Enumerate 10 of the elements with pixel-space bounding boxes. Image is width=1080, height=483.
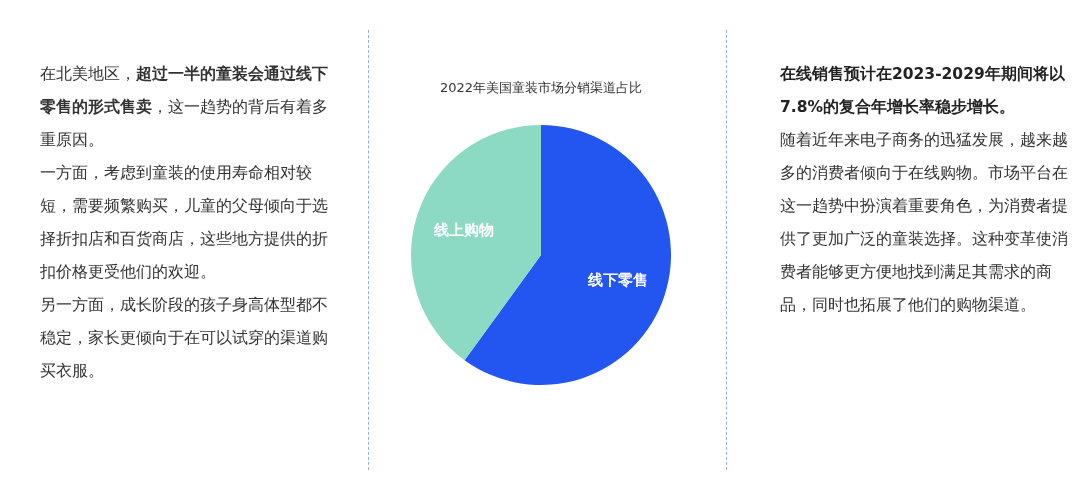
chart-title: 2022年美国童装市场分销渠道占比 — [439, 80, 643, 95]
text: 在线销售预计在2023-2029年期间将以7.8%的复合年增长率稳步增长。 — [780, 64, 1066, 118]
text: 另一方面，成长阶段的孩子身高体型都不稳定，家长更倾向于在可以试穿的渠道购买衣服。 — [40, 295, 329, 382]
text: 在北美地区，超过一半的童装会通过线下零售的形式售卖，这一趋势的背后有着多重原因。 — [40, 65, 328, 149]
text: 随着近年来电子商务的迅猛发展，越来越多的消费者倾向于在线购物。市场平台在这一趋势中扮演着重要角色，为消费者提供了更加广泛的童装选择。这种变革使消费者能够更方便地找到满足其需求的商品，同时也拓展了他们的购物渠道。 — [780, 130, 1069, 316]
text: 一方面，考虑到童装的使用寿命相对较短，需要频繁购买，儿童的父母倾向于选择折扣店和百货商店，这些地方提供的折扣价格更受他们的欢迎。 — [40, 163, 329, 283]
pie-slice — [411, 125, 541, 361]
slice-label: 线下零售 — [586, 270, 648, 289]
pie-slice — [464, 125, 671, 385]
slice-label: 线上购物 — [433, 221, 495, 240]
